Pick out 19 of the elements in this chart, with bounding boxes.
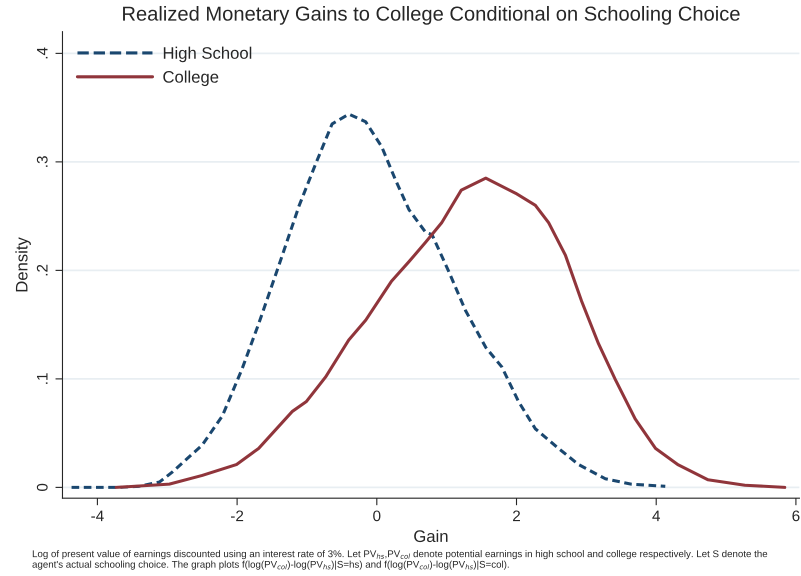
- line-series: [114, 176, 786, 489]
- y-tick-label: .2: [36, 264, 48, 276]
- y-tick-label: .3: [36, 156, 48, 167]
- y-tick-label: .4: [36, 47, 48, 58]
- y-axis-title: Density: [15, 237, 31, 292]
- line-series: [70, 112, 667, 489]
- x-axis-title: Gain: [414, 530, 448, 542]
- y-tick-label: .1: [36, 373, 48, 384]
- legend-label: College: [163, 70, 218, 86]
- x-tick-label: 6: [792, 510, 800, 522]
- y-tick-label: 0: [36, 484, 48, 492]
- x-tick-label: -2: [230, 510, 244, 522]
- text: Log of present value of earnings discounted using an interest rate of 3%. Let PV$_{hs}$,PV$_{col}$ denote potential earnings in high school and college respectively. Let S denote the agent's actual schooling choice. The graph plots f(log(PV$_{col}$)-log(PV$_{hs}$)|S=hs) and f(log(PV$_{col}$)-log(PV$_{hs}$)|S=col).: [32, 550, 768, 570]
- x-tick-label: 2: [513, 510, 520, 522]
- x-tick-label: 0: [373, 510, 380, 522]
- chart-title: Realized Monetary Gains to College Conditional on Schooling Choice: [123, 6, 740, 25]
- x-tick-label: 4: [652, 510, 660, 522]
- legend-label: High School: [164, 46, 252, 62]
- x-tick-label: -4: [91, 510, 104, 522]
